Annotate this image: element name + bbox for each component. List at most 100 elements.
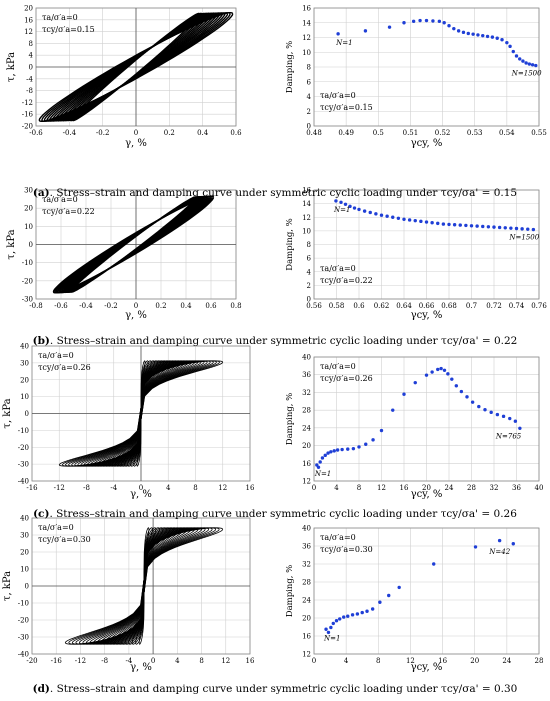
damp-a-ytick-label: 0 (307, 123, 311, 131)
loop-c-xtick-label: -8 (83, 484, 90, 492)
damp-b-point (357, 207, 361, 212)
loop-c-ylabel: τ, kPa (2, 398, 13, 428)
loop-b-ytick-label: 30 (24, 187, 33, 195)
loop-b-ytick-label: -10 (22, 259, 33, 267)
damp-d-xtick-label: 28 (535, 657, 544, 665)
loop-a-ytick-label: -12 (22, 99, 33, 107)
damp-b-point (368, 210, 372, 215)
loop-c-xtick-label: -4 (110, 484, 117, 492)
damp-a-point (461, 30, 466, 35)
loop-d-ytick-label: -10 (18, 600, 29, 608)
damp-a-points (336, 18, 538, 68)
loop-d-loop-curve (75, 527, 213, 645)
caption-a: (a). Stress–strain and damping curve und… (0, 187, 550, 199)
loop-a-ytick-label: 16 (24, 16, 33, 24)
caption-b-label: (b) (32, 335, 50, 347)
loop-d-ytick-label: 10 (20, 566, 29, 574)
damp-c-xtick-label: 8 (357, 484, 361, 492)
loop-c-ytick-label: -40 (18, 478, 29, 486)
loop-a-ytick-label: 20 (24, 5, 33, 13)
loop-a-ytick-label: -8 (26, 87, 33, 95)
damp-b-xtick-label: 0.64 (396, 302, 412, 310)
damp-d-point (338, 617, 342, 621)
damp-b-point (469, 224, 474, 228)
damp-a-point (424, 18, 429, 23)
loop-b-xlabel: γ, % (125, 310, 147, 321)
loop-b-xtick-label: 0.2 (155, 302, 166, 310)
caption-d-text: . Stress–strain and damping curve under … (49, 683, 518, 695)
damp-d-xlabel: γcy, % (411, 662, 443, 673)
damp-c-point (371, 438, 375, 442)
loop-b-annotation: τa/σ′a=0 (42, 195, 78, 204)
damp-a-point (500, 38, 504, 42)
damp-d-ylabel: Damping, % (285, 565, 295, 618)
damp-c-point (436, 367, 440, 372)
damp-c-ytick-label: 32 (302, 389, 311, 397)
damp-c-point (454, 384, 459, 388)
damp-b-point (339, 200, 343, 204)
damp-b-point (447, 222, 451, 227)
loop-c-xtick-label: 4 (166, 484, 171, 492)
damp-a-point (514, 54, 519, 58)
damp-b-point (492, 225, 496, 229)
damp-d-point (378, 600, 382, 604)
loop-a-xtick-label: -0.6 (29, 129, 43, 137)
damp-a-start-label: N=1 (335, 39, 352, 47)
damp-c-annotation: τcy/σ′a=0.26 (320, 374, 373, 383)
damp-a-xtick-label: 0.48 (306, 129, 322, 137)
damping-chart-b: 0.56 0.58 0.6 0.62 0.64 0.66 0.68 0.7 0.72 0.74 0.… (285, 187, 547, 322)
damp-d-frame (313, 527, 540, 655)
damp-a-point (505, 40, 509, 45)
loop-b-xtick-label: -0.4 (79, 302, 93, 310)
damp-c-point (501, 414, 506, 419)
damp-a-xtick-label: 0.55 (531, 129, 547, 137)
damp-b-point (348, 204, 352, 209)
loop-d-loop-curve (82, 527, 206, 645)
damp-d-point (397, 585, 401, 590)
loop-d-xtick-label: 16 (246, 657, 255, 665)
loop-b-loop-curve (52, 195, 215, 294)
damp-d-xtick-label: 4 (344, 657, 349, 665)
loop-d-loops (64, 527, 224, 645)
loop-c-ytick-label: 20 (20, 376, 29, 384)
loop-b-xtick-label: 0.6 (205, 302, 217, 310)
damp-c-point (439, 366, 443, 371)
damp-a-annotation: τa/σ′a=0 (320, 91, 356, 100)
damp-a-point (411, 19, 416, 23)
stress-strain-chart-c: -16 -12 -8 -4 0 4 8 12 16-40-30-20-10010203040γ,… (2, 343, 255, 501)
damp-b-ytick-label: 4 (307, 268, 312, 276)
damp-b-point (424, 220, 429, 224)
damp-b-point (441, 222, 446, 226)
damp-b-point (402, 217, 406, 221)
loop-d-loop-curve (78, 527, 210, 645)
damp-b-point (486, 225, 491, 229)
damp-c-xtick-label: 40 (535, 484, 544, 492)
loop-d-xtick-label: 12 (221, 657, 230, 665)
damp-b-ytick-label: 6 (307, 255, 312, 263)
damp-a-point (402, 21, 406, 25)
loop-d-loop-curve (64, 527, 224, 645)
damp-b-xlabel: γcy, % (411, 310, 443, 321)
damp-b-points (334, 199, 536, 232)
loop-c-ytick-label: 40 (20, 343, 29, 351)
damp-d-point (329, 625, 333, 630)
loop-b-ytick-label: 20 (24, 205, 33, 213)
damp-b-point (385, 214, 389, 218)
damp-d-end-label: N=42 (488, 548, 510, 556)
damp-c-ytick-label: 40 (302, 354, 311, 362)
damp-b-ytick-label: 2 (307, 282, 311, 290)
damp-a-point (534, 63, 538, 68)
caption-b-text: . Stress–strain and damping curve under … (49, 335, 518, 347)
damp-b-xtick-label: 0.58 (329, 302, 345, 310)
loop-d-ylabel: τ, kPa (2, 571, 13, 601)
damp-c-end-label: N=765 (495, 432, 522, 440)
loop-b-xtick-label: 0.4 (180, 302, 192, 310)
damp-a-xtick-label: 0.5 (373, 129, 384, 137)
damp-c-ylabel: Damping, % (285, 393, 295, 446)
damp-d-point (326, 630, 331, 635)
damp-b-point (497, 225, 502, 230)
damp-a-point (471, 32, 475, 36)
damp-d-point (342, 615, 346, 619)
damp-c-point (316, 465, 321, 469)
damp-d-point (324, 627, 328, 631)
